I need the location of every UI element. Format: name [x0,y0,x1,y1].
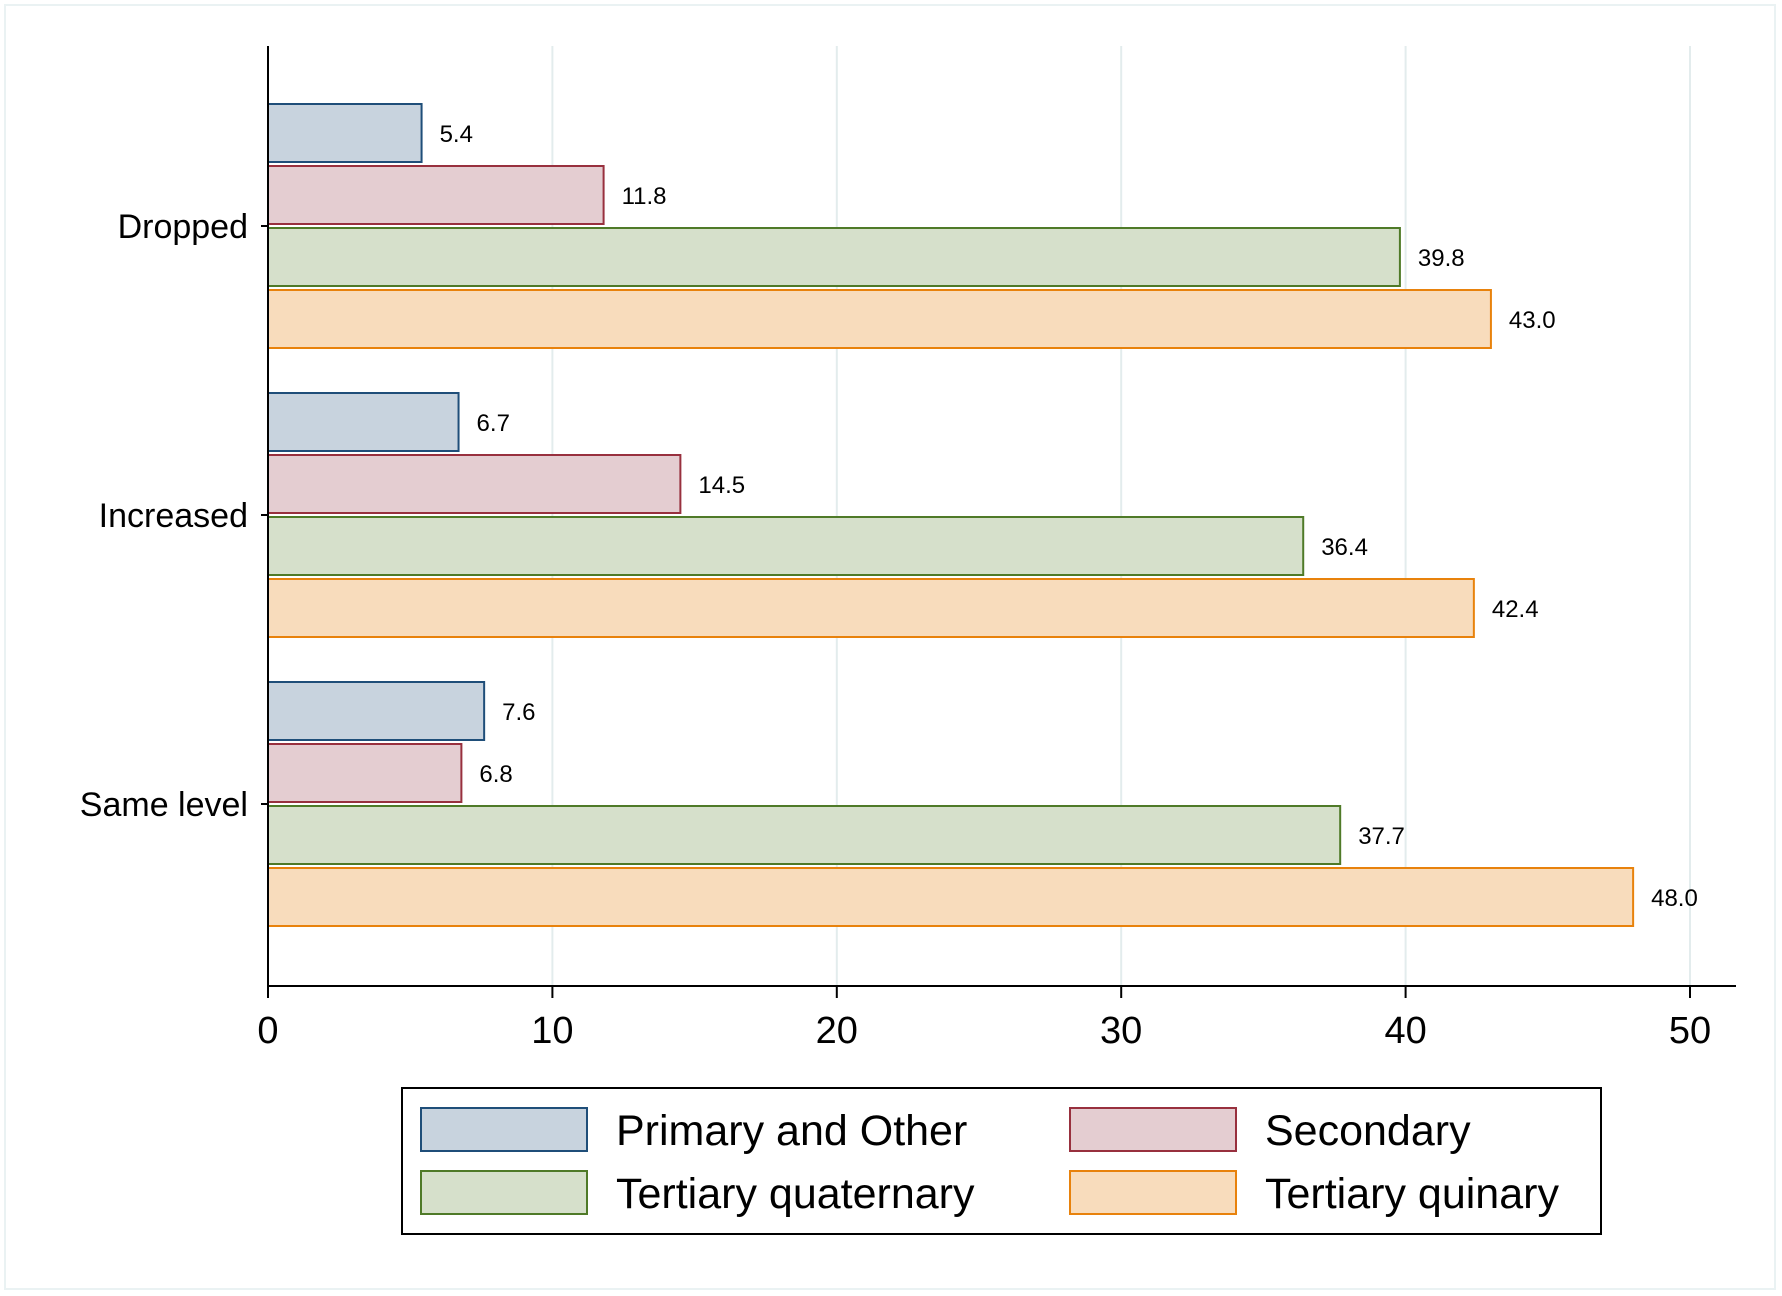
axes: Dropped Increased Same level 0 10 20 30 40 50 [80,46,1736,1052]
value-label-increased-primary-and-other: 6.7 [477,410,510,437]
x-tick-label-40: 40 [1384,1010,1426,1052]
category-label-increased: Increased [99,497,248,535]
bar-increased-tertiary-quinary [267,578,1475,638]
value-label-dropped-tertiary-quinary: 43.0 [1509,307,1556,334]
value-label-same-level-tertiary-quaternary: 37.7 [1358,823,1405,850]
x-tick-label-30: 30 [1100,1010,1142,1052]
value-label-increased-tertiary-quaternary: 36.4 [1321,534,1368,561]
value-label-same-level-primary-and-other: 7.6 [502,699,535,726]
value-label-increased-secondary: 14.5 [698,472,745,499]
value-label-same-level-tertiary-quinary: 48.0 [1651,885,1698,912]
category-label-same-level: Same level [80,786,248,824]
legend-label-secondary: Secondary [1265,1107,1471,1155]
category-label-dropped: Dropped [118,208,248,246]
value-label-increased-tertiary-quinary: 42.4 [1492,596,1539,623]
legend-swatch-tertiary-quinary [1069,1170,1237,1215]
value-label-dropped-secondary: 11.8 [622,183,667,210]
value-label-dropped-tertiary-quaternary: 39.8 [1418,245,1465,272]
legend-label-tertiary-quaternary: Tertiary quaternary [616,1170,975,1218]
bar-same-level-tertiary-quaternary [267,805,1342,865]
bar-dropped-primary-and-other [267,103,423,163]
legend-swatch-tertiary-quaternary [420,1170,588,1215]
x-tick-label-0: 0 [257,1010,278,1052]
x-tick-label-20: 20 [816,1010,858,1052]
value-label-same-level-secondary: 6.8 [479,761,512,788]
value-label-dropped-primary-and-other: 5.4 [440,121,473,148]
bar-increased-secondary [267,454,682,514]
legend-box [401,1087,1602,1235]
x-tick-label-10: 10 [531,1010,573,1052]
legend-label-tertiary-quinary: Tertiary quinary [1265,1170,1559,1218]
bar-dropped-secondary [267,165,605,225]
legend-swatch-secondary [1069,1107,1237,1152]
x-tick-label-50: 50 [1669,1010,1711,1052]
bar-increased-primary-and-other [267,392,460,452]
bar-same-level-secondary [267,743,463,803]
bar-same-level-primary-and-other [267,681,486,741]
bars-layer: 5.4 11.8 39.8 43.0 6.7 14.5 36.4 42.4 7.6 6.8 37.7… [267,103,1698,927]
bar-increased-tertiary-quaternary [267,516,1305,576]
bar-dropped-tertiary-quaternary [267,227,1401,287]
legend-swatch-primary-and-other [420,1107,588,1152]
bar-dropped-tertiary-quinary [267,289,1492,349]
bar-same-level-tertiary-quinary [267,867,1635,927]
legend: Primary and Other Secondary Tertiary quate… [401,1087,1602,1235]
legend-label-primary-and-other: Primary and Other [616,1107,967,1155]
